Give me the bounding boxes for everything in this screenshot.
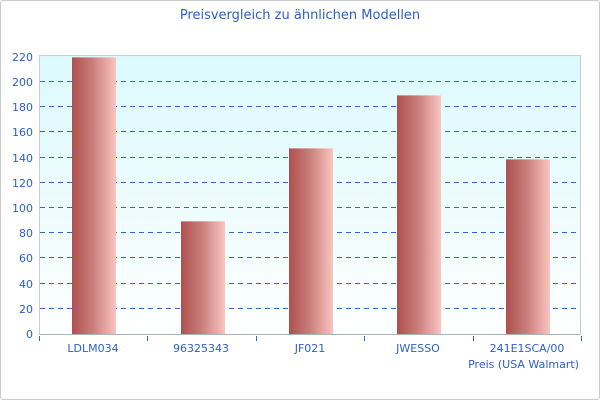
y-axis-label-160: 160 — [12, 126, 33, 139]
bar-JF021 — [289, 148, 333, 334]
y-axis-label-20: 20 — [19, 303, 33, 316]
y-axis-label-60: 60 — [19, 252, 33, 265]
plot-area — [39, 55, 581, 335]
x-axis-tick — [256, 336, 257, 341]
x-axis-label-JWESSO: JWESSO — [396, 342, 440, 355]
x-axis-tick — [364, 336, 365, 341]
x-axis-label-96325343: 96325343 — [173, 342, 229, 355]
y-axis-label-40: 40 — [19, 278, 33, 291]
bar-LDLM034 — [72, 57, 116, 334]
x-axis-tick — [39, 336, 40, 341]
y-axis-label-140: 140 — [12, 152, 33, 165]
gridline-200 — [40, 81, 580, 82]
bar-241E1SCA/00 — [506, 159, 550, 334]
y-axis-label-0: 0 — [26, 328, 33, 341]
gridline-180 — [40, 106, 580, 108]
gridline-160 — [40, 131, 580, 133]
x-axis-label-241E1SCA/00: 241E1SCA/00 — [489, 342, 565, 355]
x-axis-title: Preis (USA Walmart) — [468, 358, 579, 371]
y-axis-label-120: 120 — [12, 177, 33, 190]
chart-title: Preisvergleich zu ähnlichen Modellen — [179, 8, 421, 23]
x-axis-label-LDLM034: LDLM034 — [67, 342, 119, 355]
x-axis-tick — [581, 336, 582, 341]
x-axis-tick — [147, 336, 148, 341]
y-axis-label-220: 220 — [12, 51, 33, 64]
y-axis-label-80: 80 — [19, 227, 33, 240]
bar-JWESSO — [397, 95, 441, 334]
y-axis-label-180: 180 — [12, 101, 33, 114]
bar-96325343 — [181, 221, 225, 334]
y-axis-label-100: 100 — [12, 202, 33, 215]
y-axis-label-200: 200 — [12, 76, 33, 89]
x-axis-label-JF021: JF021 — [294, 342, 326, 355]
x-axis-tick — [473, 336, 474, 341]
